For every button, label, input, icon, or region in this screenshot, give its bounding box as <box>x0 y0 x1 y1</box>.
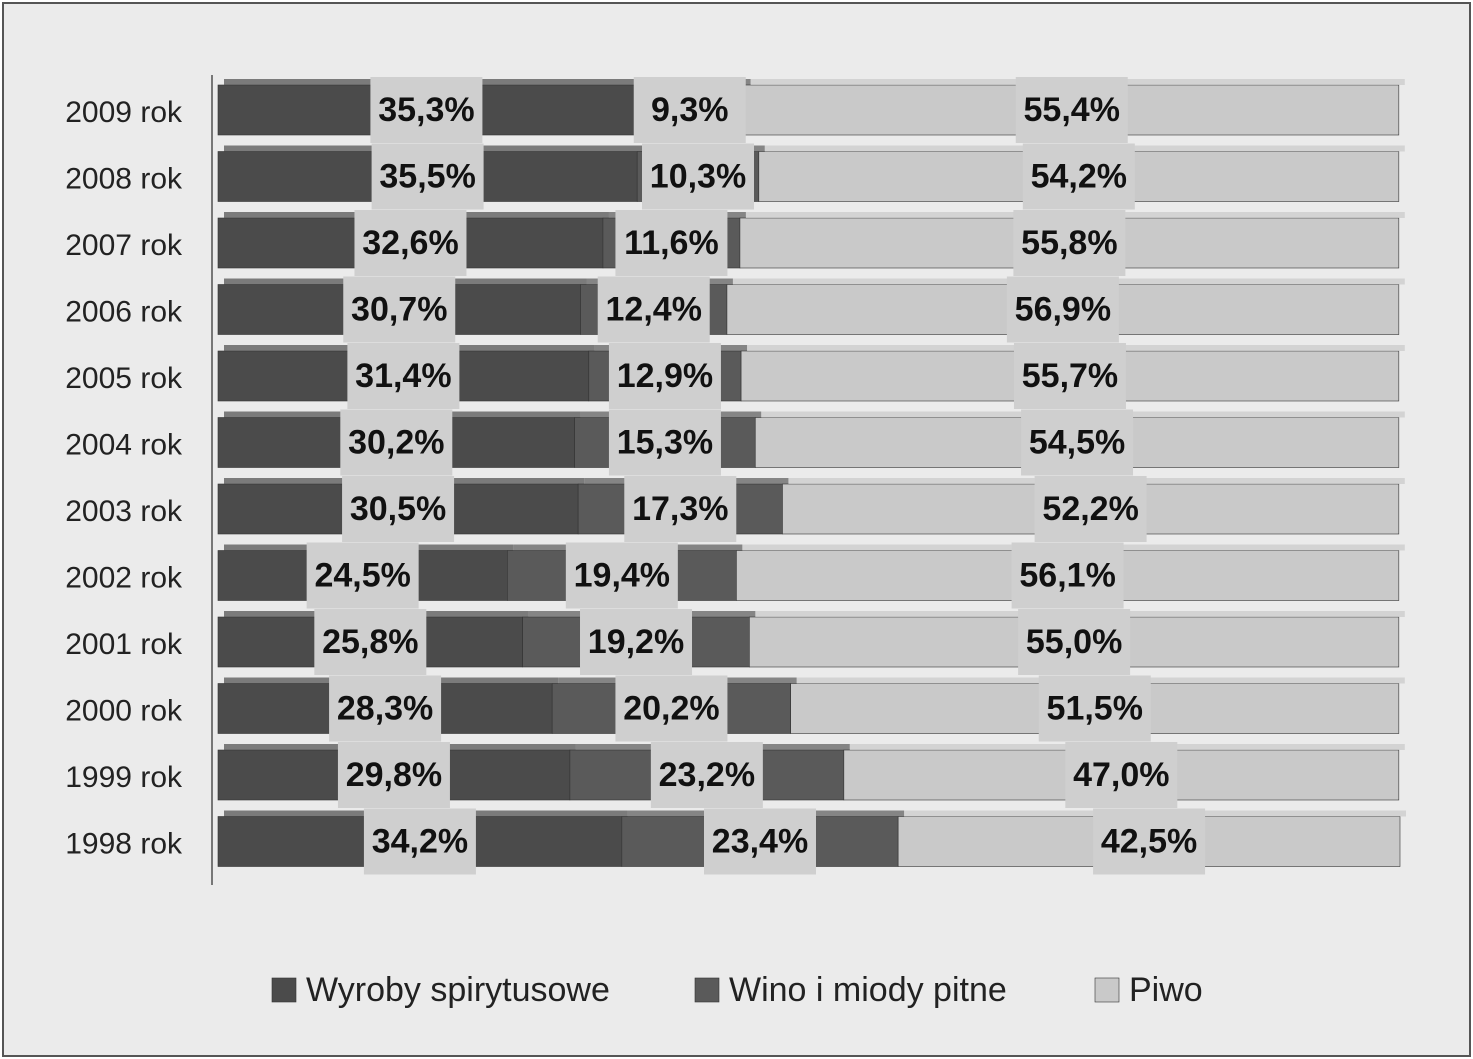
value-label-bg <box>342 476 455 542</box>
value-label: 31,4% <box>355 357 451 395</box>
value-label-bg <box>703 808 816 875</box>
value-label-bg <box>650 742 763 808</box>
value-label: 19,2% <box>588 623 684 661</box>
value-label: 30,5% <box>350 490 446 528</box>
value-label-bg <box>624 476 737 542</box>
value-label: 47,0% <box>1073 756 1169 794</box>
y-tick-label: 2005 rok <box>65 362 183 395</box>
value-label-bg <box>306 542 419 609</box>
y-tick-label: 2002 rok <box>65 561 183 594</box>
value-label-bg <box>608 343 721 409</box>
value-label-bg <box>615 675 728 742</box>
y-tick-label: 2009 rok <box>65 96 183 129</box>
value-label-bg <box>343 276 456 343</box>
value-label: 24,5% <box>314 556 410 594</box>
value-label: 17,3% <box>632 490 728 528</box>
value-label-bg <box>347 343 460 409</box>
y-tick-label: 2000 rok <box>65 694 183 727</box>
value-label: 23,2% <box>659 756 755 794</box>
value-label-bg <box>370 77 483 143</box>
y-tick-label: 2006 rok <box>65 295 183 328</box>
value-label: 54,2% <box>1031 157 1127 195</box>
value-label: 23,4% <box>712 822 808 860</box>
value-label-bg <box>1013 343 1126 409</box>
value-label-bg <box>642 143 755 210</box>
value-label: 20,2% <box>623 689 719 727</box>
value-label-bg <box>615 210 728 276</box>
value-label-bg <box>608 409 721 476</box>
legend-label: Wyroby spirytusowe <box>306 971 610 1009</box>
value-label-bg <box>363 808 476 875</box>
legend-swatch <box>271 977 297 1003</box>
y-tick-label: 2008 rok <box>65 162 183 195</box>
value-label: 10,3% <box>650 157 746 195</box>
value-label: 15,3% <box>617 423 713 461</box>
value-label-bg <box>565 542 678 609</box>
value-label-bg <box>1021 409 1134 476</box>
value-label-bg <box>597 276 710 343</box>
value-label: 28,3% <box>337 689 433 727</box>
value-label: 12,4% <box>606 290 702 328</box>
y-tick-label: 2003 rok <box>65 495 183 528</box>
value-label-bg <box>1006 276 1119 343</box>
value-label: 52,2% <box>1042 490 1138 528</box>
value-label-bg <box>1018 609 1131 675</box>
value-label-bg <box>1038 675 1151 742</box>
value-label-bg <box>1093 808 1206 875</box>
legend-swatch <box>694 977 720 1003</box>
y-tick-label: 2007 rok <box>65 229 183 262</box>
value-label-bg <box>354 210 467 276</box>
value-label-bg <box>337 742 450 808</box>
y-tick-label: 1999 rok <box>65 761 183 794</box>
legend-swatch <box>1094 977 1120 1003</box>
value-label: 9,3% <box>651 91 729 129</box>
value-label: 42,5% <box>1101 822 1197 860</box>
legend-label: Piwo <box>1129 971 1203 1009</box>
value-label-bg <box>580 609 693 675</box>
value-label: 55,0% <box>1026 623 1122 661</box>
value-label-bg <box>329 675 442 742</box>
value-label-bg <box>371 143 484 210</box>
value-label: 35,5% <box>379 157 475 195</box>
value-label: 56,1% <box>1019 556 1115 594</box>
value-label-bg <box>633 77 746 143</box>
value-label-bg <box>1065 742 1178 808</box>
value-label: 56,9% <box>1015 290 1111 328</box>
value-label: 25,8% <box>322 623 418 661</box>
value-label-bg <box>1022 143 1135 210</box>
value-label: 55,8% <box>1021 224 1117 262</box>
legend-label: Wino i miody pitne <box>729 971 1007 1009</box>
value-label: 35,3% <box>378 91 474 129</box>
value-label: 12,9% <box>617 357 713 395</box>
value-label-bg <box>1013 210 1126 276</box>
y-tick-label: 1998 rok <box>65 827 183 860</box>
value-label: 29,8% <box>346 756 442 794</box>
value-label: 19,4% <box>574 556 670 594</box>
value-label-bg <box>314 609 427 675</box>
y-tick-label: 2001 rok <box>65 628 183 661</box>
value-label: 55,7% <box>1022 357 1118 395</box>
value-label: 11,6% <box>624 224 719 262</box>
value-label-bg <box>1011 542 1124 609</box>
value-label-bg <box>1034 476 1147 542</box>
y-tick-label: 2004 rok <box>65 428 183 461</box>
value-label: 30,7% <box>351 290 447 328</box>
value-label-bg <box>340 409 453 476</box>
value-label: 51,5% <box>1047 689 1143 727</box>
value-label-bg <box>1015 77 1128 143</box>
value-label: 54,5% <box>1029 423 1125 461</box>
value-label: 34,2% <box>372 822 468 860</box>
value-label: 30,2% <box>348 423 444 461</box>
value-label: 32,6% <box>362 224 458 262</box>
value-label: 55,4% <box>1024 91 1120 129</box>
